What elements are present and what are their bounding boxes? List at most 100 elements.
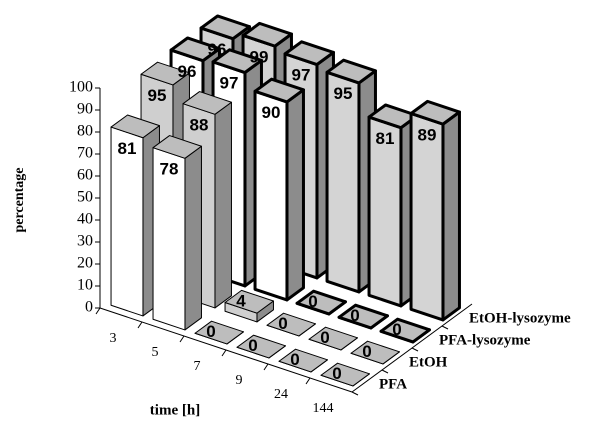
- bar-top: [308, 326, 358, 351]
- x-tick: [95, 307, 101, 315]
- y-tick-label: 60: [77, 167, 93, 184]
- y-tick-label: 20: [77, 255, 93, 272]
- x-tick-label: 144: [313, 401, 334, 416]
- depth-tick: [351, 391, 359, 396]
- bar-front: [409, 111, 445, 322]
- value-label: 4: [236, 291, 246, 310]
- bar: [320, 362, 370, 387]
- bar-top: [194, 320, 244, 345]
- bar-top: [224, 289, 274, 314]
- bar-side: [285, 88, 305, 302]
- y-tick-label: 0: [85, 299, 93, 316]
- x-tick-label: 24: [274, 387, 288, 402]
- bar: [337, 303, 389, 330]
- bar: [253, 77, 305, 302]
- x-tick-label: 5: [152, 345, 159, 360]
- bar-top: [169, 36, 221, 63]
- value-label: 95: [334, 84, 353, 103]
- bar-top: [241, 21, 293, 48]
- bar-top: [211, 48, 263, 75]
- bar-front: [325, 70, 361, 294]
- value-label: 0: [362, 342, 371, 361]
- y-tick-label: 30: [77, 233, 93, 250]
- y-tick-label: 50: [77, 189, 93, 206]
- value-label: 88: [190, 115, 209, 134]
- bar-top: [379, 317, 431, 344]
- bar-top: [283, 40, 335, 67]
- value-label: 0: [278, 314, 287, 333]
- value-label: 97: [292, 66, 311, 85]
- bar: [224, 289, 274, 323]
- legend-label: PFA: [379, 376, 407, 392]
- bar-top: [278, 348, 328, 373]
- x-tick: [221, 349, 227, 357]
- value-label: 0: [320, 328, 329, 347]
- value-label: 96: [208, 40, 227, 59]
- bar-side: [184, 145, 202, 331]
- x-tick-label: 7: [194, 359, 201, 374]
- bar: [295, 289, 347, 316]
- y-tick-label: 40: [77, 211, 93, 228]
- value-label: 81: [376, 129, 395, 148]
- y-tick-label: 80: [77, 123, 93, 140]
- bar: [350, 340, 400, 365]
- legend-label: EtOH: [409, 354, 448, 370]
- value-label: 0: [332, 364, 341, 383]
- value-label: 97: [220, 74, 239, 93]
- x-tick-label: 3: [110, 331, 117, 346]
- bar-top: [320, 362, 370, 387]
- value-label: 0: [350, 306, 359, 325]
- value-label: 90: [262, 103, 281, 122]
- value-label: 0: [290, 350, 299, 369]
- depth-tick: [411, 347, 419, 352]
- bar-top: [110, 114, 160, 139]
- bar-top: [266, 312, 316, 337]
- value-label: 0: [308, 292, 317, 311]
- bar-top: [253, 77, 305, 104]
- bar-top: [295, 289, 347, 316]
- bar: [278, 348, 328, 373]
- bar-top: [409, 99, 461, 126]
- x-axis-label: time [h]: [150, 402, 200, 418]
- bar-top: [199, 14, 251, 41]
- bar: [308, 326, 358, 351]
- value-label: 78: [160, 159, 179, 178]
- x-tick: [179, 335, 185, 343]
- bar-front: [253, 89, 289, 302]
- value-label: 96: [178, 62, 197, 81]
- bar: [409, 99, 461, 322]
- value-label: 81: [118, 139, 137, 158]
- value-label: 0: [248, 336, 257, 355]
- legend-label: PFA-lysozyme: [439, 332, 531, 348]
- y-tick-label: 90: [77, 101, 93, 118]
- bar-top: [182, 91, 232, 115]
- value-label: 95: [148, 86, 167, 105]
- x-tick: [137, 321, 143, 329]
- y-tick-label: 70: [77, 145, 93, 162]
- value-label: 0: [206, 322, 215, 341]
- legend-label: EtOH-lysozyme: [469, 310, 571, 326]
- y-tick-label: 10: [77, 277, 93, 294]
- bar: [266, 312, 316, 337]
- bar-side: [214, 101, 232, 309]
- bar: [152, 135, 202, 331]
- value-label: 0: [392, 320, 401, 339]
- value-label: 89: [418, 125, 437, 144]
- bar: [194, 320, 244, 345]
- x-tick: [305, 377, 311, 385]
- y-axis-label: percentage: [12, 167, 27, 232]
- bar: [379, 317, 431, 344]
- bar-top: [325, 58, 377, 85]
- bar: [236, 334, 286, 359]
- x-tick: [263, 363, 269, 371]
- bar-top: [337, 303, 389, 330]
- bar-top: [236, 334, 286, 359]
- x-tick-label: 9: [236, 373, 243, 388]
- bar-top: [140, 61, 190, 86]
- depth-tick: [441, 325, 449, 330]
- value-label: 99: [250, 47, 269, 66]
- y-tick-label: 100: [69, 79, 93, 96]
- bar-top: [152, 135, 202, 159]
- bar-top: [350, 340, 400, 365]
